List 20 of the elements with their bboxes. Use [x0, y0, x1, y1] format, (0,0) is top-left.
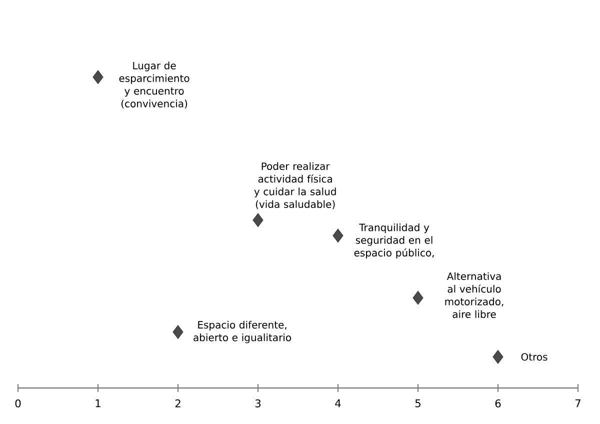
point	[252, 213, 264, 228]
x-tick-label: 6	[495, 399, 501, 408]
point	[412, 290, 424, 305]
point	[492, 350, 504, 364]
point	[172, 325, 184, 339]
point	[92, 70, 104, 84]
annotation: Lugar de esparcimiento y encuentro (convivencia)	[119, 62, 190, 109]
x-tick-label: 5	[415, 399, 420, 408]
annotation: Alternativa al vehículo motorizado, aire libre	[445, 272, 504, 318]
x-tick-label: 4	[335, 399, 341, 408]
annotation: Tranquilidad y seguridad en el espacio público,	[354, 223, 434, 258]
x-tick-label: 2	[175, 399, 180, 408]
x-tick-label: 3	[255, 399, 261, 408]
annotation: Poder realizar actividad física y cuidar la salud (vida saludable)	[254, 162, 336, 210]
annotation: Espacio diferente, abierto e igualitario	[194, 320, 292, 344]
x-tick-label: 7	[575, 399, 580, 408]
annotation: Otros	[521, 353, 548, 361]
x-tick-label: 0	[15, 399, 21, 408]
point	[332, 228, 344, 243]
x-tick-label: 1	[96, 399, 100, 408]
